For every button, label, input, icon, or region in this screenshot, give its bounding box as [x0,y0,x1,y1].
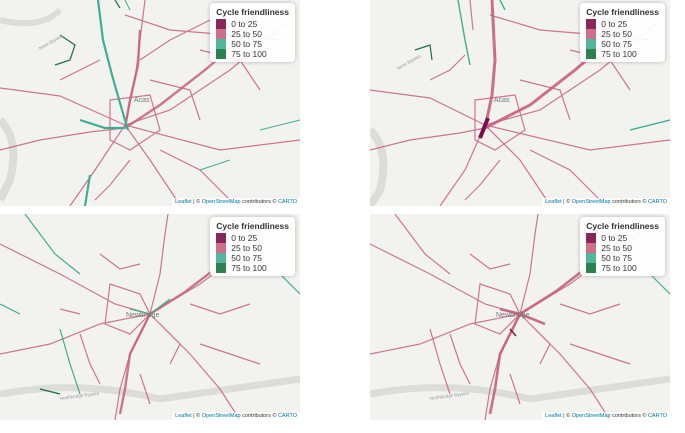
openstreetmap-link[interactable]: OpenStreetMap [571,199,611,205]
place-label: Acas [134,97,150,104]
legend-swatch [216,29,227,39]
leaflet-link[interactable]: Leaflet [175,199,192,205]
legend-item: 75 to 100 [586,263,659,273]
attribution-separator: | © [561,199,572,205]
place-label: Acas [494,97,510,104]
legend-label: 25 to 50 [231,29,262,39]
legend-item: 0 to 25 [216,19,289,29]
legend-label: 25 to 50 [601,29,632,39]
legend-label: 0 to 25 [231,233,258,243]
legend: Cycle friendliness 0 to 25 25 to 50 50 t… [210,3,295,62]
legend-swatch [216,233,227,243]
openstreetmap-link[interactable]: OpenStreetMap [571,413,611,419]
legend-item: 50 to 75 [216,39,289,49]
legend-swatch [586,263,597,273]
attribution-text: contributors © [240,199,278,205]
attribution-text: contributors © [610,413,648,419]
legend-item: 50 to 75 [586,39,659,49]
legend-label: 0 to 25 [231,19,258,29]
legend-title: Cycle friendliness [586,7,659,17]
legend-item: 25 to 50 [216,243,289,253]
legend-title: Cycle friendliness [216,221,289,231]
attribution-separator: | © [561,413,572,419]
legend-swatch [586,253,597,263]
legend-swatch [216,243,227,253]
carto-link[interactable]: CARTO [277,413,297,419]
legend-swatch [216,253,227,263]
legend-swatch [586,39,597,49]
legend: Cycle friendliness 0 to 25 25 to 50 50 t… [580,217,665,276]
legend-item: 75 to 100 [586,49,659,59]
legend-item: 0 to 25 [586,233,659,243]
road-label: Nene Bypass [396,53,422,71]
legend-swatch [216,263,227,273]
legend-item: 50 to 75 [586,253,659,263]
legend-swatch [586,49,597,59]
openstreetmap-link[interactable]: OpenStreetMap [201,199,241,205]
legend-label: 25 to 50 [231,243,262,253]
carto-link[interactable]: CARTO [647,199,667,205]
attribution-text: contributors © [610,199,648,205]
leaflet-link[interactable]: Leaflet [175,413,192,419]
legend-item: 25 to 50 [216,29,289,39]
legend-label: 75 to 100 [601,49,637,59]
legend-label: 50 to 75 [231,253,262,263]
road-label: Northbridge Bypass [59,390,100,401]
legend-swatch [586,243,597,253]
legend-item: 0 to 25 [216,233,289,243]
road-label: Northbridge Bypass [429,390,470,401]
legend-swatch [216,39,227,49]
attribution-separator: | © [191,413,202,419]
legend-label: 50 to 75 [231,39,262,49]
legend-label: 75 to 100 [601,263,637,273]
map-panel-top-right[interactable]: Acas Nene Bypass Cycle friendliness 0 to… [370,0,670,206]
place-label: Newbridge [496,312,530,319]
legend-item: 50 to 75 [216,253,289,263]
legend-swatch [216,49,227,59]
legend: Cycle friendliness 0 to 25 25 to 50 50 t… [210,217,295,276]
attribution-text: contributors © [240,413,278,419]
legend-label: 75 to 100 [231,263,267,273]
legend-item: 75 to 100 [216,49,289,59]
legend-item: 0 to 25 [586,19,659,29]
place-label: Newbridge [126,312,160,319]
leaflet-link[interactable]: Leaflet [545,199,562,205]
legend-label: 50 to 75 [601,39,632,49]
legend-label: 0 to 25 [601,233,628,243]
map-attribution: Leaflet | © OpenStreetMap contributors ©… [542,412,670,420]
legend-label: 50 to 75 [601,253,632,263]
road-label: Nene Bypass [38,33,64,51]
legend-label: 75 to 100 [231,49,267,59]
legend-label: 25 to 50 [601,243,632,253]
legend-item: 75 to 100 [216,263,289,273]
attribution-separator: | © [191,199,202,205]
map-attribution: Leaflet | © OpenStreetMap contributors ©… [172,412,300,420]
legend-item: 25 to 50 [586,243,659,253]
map-panel-bottom-right[interactable]: Newbridge Northbridge Bypass Cycle frien… [370,214,670,420]
leaflet-link[interactable]: Leaflet [545,413,562,419]
map-panel-top-left[interactable]: Acas Nene Bypass Cycle friendliness 0 to… [0,0,300,206]
map-canvas[interactable]: Newbridge Northbridge Bypass [0,214,300,420]
map-panel-bottom-left[interactable]: Newbridge Northbridge Bypass Cycle frien… [0,214,300,420]
map-attribution: Leaflet | © OpenStreetMap contributors ©… [542,198,670,206]
legend-title: Cycle friendliness [586,221,659,231]
legend-swatch [216,19,227,29]
legend-label: 0 to 25 [601,19,628,29]
legend-swatch [586,29,597,39]
legend-swatch [586,19,597,29]
legend-item: 25 to 50 [586,29,659,39]
map-canvas[interactable]: Newbridge Northbridge Bypass [370,214,670,420]
legend: Cycle friendliness 0 to 25 25 to 50 50 t… [580,3,665,62]
carto-link[interactable]: CARTO [277,199,297,205]
legend-swatch [586,233,597,243]
openstreetmap-link[interactable]: OpenStreetMap [201,413,241,419]
map-canvas[interactable]: Acas Nene Bypass [0,0,300,206]
carto-link[interactable]: CARTO [647,413,667,419]
legend-title: Cycle friendliness [216,7,289,17]
map-attribution: Leaflet | © OpenStreetMap contributors ©… [172,198,300,206]
